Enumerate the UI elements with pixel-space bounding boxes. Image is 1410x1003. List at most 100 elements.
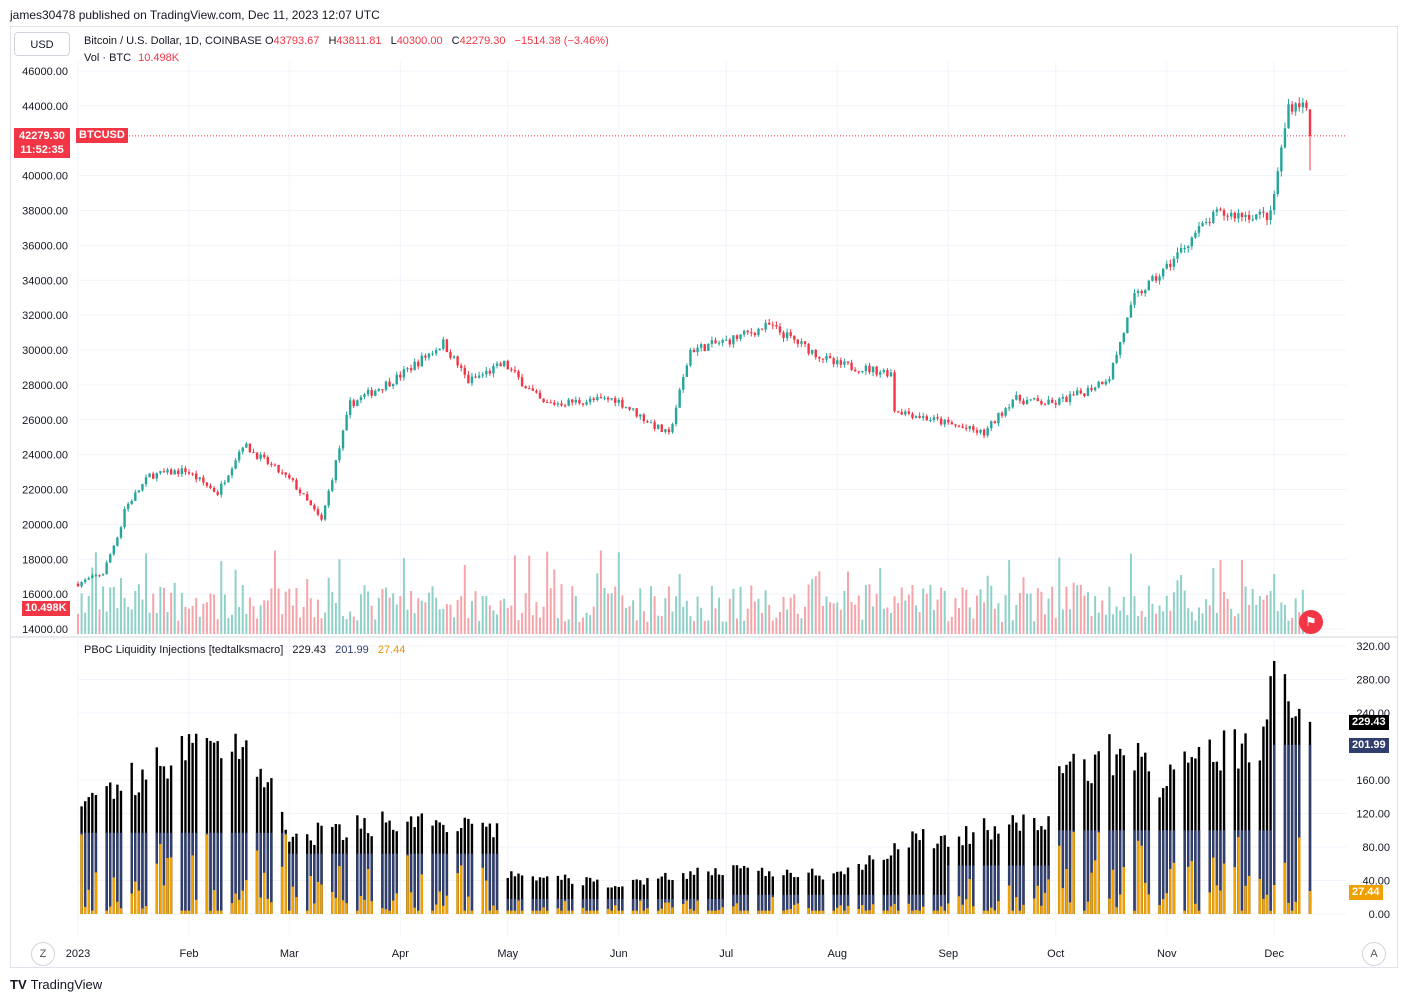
volume-bar: [1054, 618, 1057, 634]
flag-icon[interactable]: ⚑: [1299, 610, 1323, 634]
volume-bar: [972, 618, 975, 634]
injection-base-bar: [359, 853, 363, 914]
volume-bar: [474, 591, 477, 634]
candle-body: [424, 355, 427, 358]
candle-body: [932, 417, 936, 421]
injection-short-bar: [1058, 845, 1061, 914]
currency-button[interactable]: USD: [14, 32, 70, 56]
time-tick-label: Dec: [1264, 948, 1284, 960]
injection-short-bar: [864, 910, 868, 914]
injection-short-bar: [259, 897, 262, 914]
candle-body: [98, 575, 101, 577]
injection-short-bar: [563, 900, 567, 914]
injection-short-bar: [391, 900, 395, 914]
volume-bar: [521, 612, 524, 634]
volume-bar: [445, 603, 448, 634]
candle-body: [796, 339, 800, 344]
injection-total-bar: [861, 869, 864, 914]
volume-bar: [1033, 621, 1036, 634]
injection-base-bar: [87, 832, 90, 914]
volume-bar: [879, 568, 882, 634]
candle-body: [990, 421, 993, 429]
injection-short-bar: [263, 872, 266, 914]
price-tick-label: 16000.00: [22, 589, 68, 601]
candle-body: [134, 492, 137, 501]
indicator-title[interactable]: PBoC Liquidity Injections [tedtalksmacro…: [84, 644, 284, 656]
volume-bar: [800, 618, 803, 634]
injection-short-bar: [592, 910, 595, 914]
volume-bar: [506, 607, 509, 634]
injection-short-bar: [80, 834, 83, 914]
injection-total-bar: [1244, 733, 1247, 914]
candle-body: [137, 490, 141, 493]
candle-body: [954, 424, 957, 426]
injection-short-bar: [255, 850, 259, 914]
candle-body: [1144, 290, 1147, 294]
zoom-button[interactable]: Z: [31, 942, 55, 966]
candle-body: [377, 389, 381, 391]
injection-total-bar: [245, 740, 248, 914]
volume-bar: [1283, 604, 1286, 634]
injection-short-bar: [1144, 882, 1147, 914]
injection-short-bar: [556, 908, 560, 914]
injection-short-bar: [972, 906, 975, 914]
injection-base-bar: [83, 832, 87, 914]
injection-total-bar: [535, 880, 538, 914]
volume-bar: [1172, 592, 1175, 634]
injection-total-bar: [656, 878, 660, 914]
injection-total-bar: [871, 859, 875, 914]
injection-base-bar: [721, 898, 724, 914]
candle-body: [1076, 390, 1079, 396]
injection-base-bar: [710, 898, 714, 914]
injection-base-bar: [556, 898, 560, 914]
injection-short-bar: [832, 910, 835, 914]
volume-bar: [829, 602, 832, 634]
injection-base-bar: [1068, 830, 1072, 914]
injection-base-bar: [832, 894, 835, 914]
injection-base-bar: [467, 853, 470, 914]
candle-body: [793, 335, 796, 340]
injection-base-bar: [1262, 830, 1265, 914]
candle-body: [717, 342, 721, 344]
indicator-tick-label: 120.00: [1356, 809, 1390, 821]
injection-short-bar: [1240, 910, 1244, 914]
candle-body: [846, 361, 850, 363]
injection-total-bar: [768, 871, 771, 914]
candle-body: [1011, 399, 1014, 408]
injection-base-bar: [495, 853, 499, 914]
candle-body: [785, 332, 789, 339]
injection-base-bar: [990, 865, 993, 914]
volume-bar: [327, 577, 330, 634]
candle-body: [929, 420, 932, 422]
indicator-tick-label: 160.00: [1356, 775, 1390, 787]
volume-label[interactable]: Vol · BTC: [84, 52, 132, 64]
injection-short-bar: [964, 899, 968, 914]
candle-body: [1290, 104, 1294, 112]
auto-scale-button[interactable]: A: [1362, 942, 1386, 966]
candle-body: [635, 408, 638, 417]
injection-base-bar: [1022, 865, 1025, 914]
injection-total-bar: [682, 873, 685, 914]
injection-base-bar: [617, 898, 620, 914]
volume-bar: [821, 605, 824, 634]
injection-short-bar: [406, 855, 409, 914]
candle-body: [542, 398, 545, 402]
injection-short-bar: [1140, 845, 1143, 914]
injection-short-bar: [1219, 890, 1222, 914]
injection-short-bar: [717, 909, 721, 914]
injection-base-bar: [656, 898, 660, 914]
candle-body: [91, 575, 94, 579]
volume-bar: [141, 599, 144, 634]
axes: 46000.00 44000.00 40000.00 38000.00 36000.00…: [22, 66, 1390, 960]
injection-short-bar: [338, 866, 341, 914]
candle-body: [750, 332, 753, 334]
volume-bar: [370, 605, 373, 634]
injection-short-bar: [234, 893, 237, 914]
injection-base-bar: [732, 894, 735, 914]
candle-body: [388, 381, 391, 387]
volume-bar: [1004, 595, 1007, 634]
candle-body: [395, 374, 398, 385]
candle-body: [1240, 213, 1244, 218]
symbol-description[interactable]: Bitcoin / U.S. Dollar, 1D, COINBASE: [84, 35, 262, 47]
